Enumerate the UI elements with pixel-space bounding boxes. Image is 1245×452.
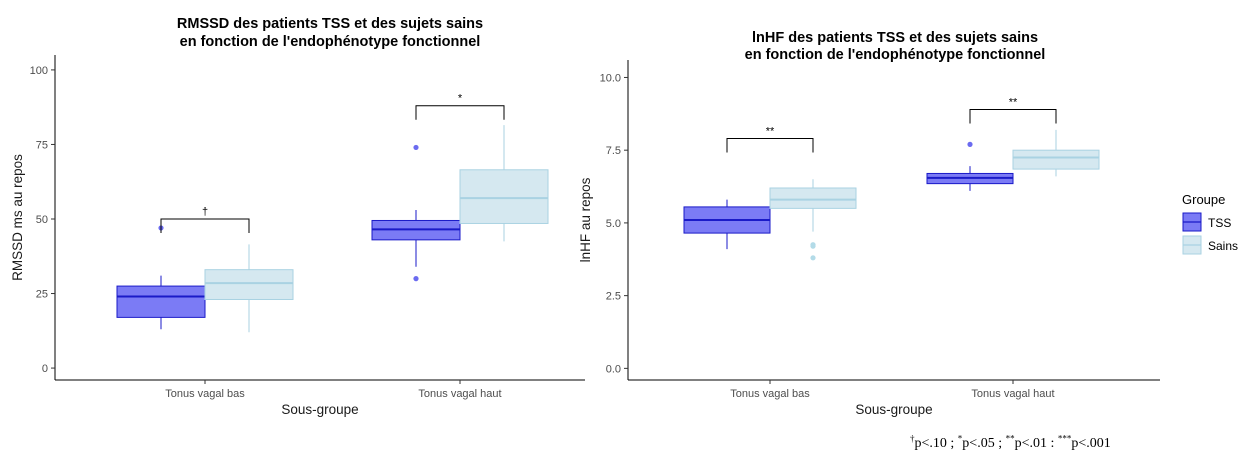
footnote-part: *p<.05 ;: [957, 433, 1006, 451]
box-iqr: [116, 285, 206, 318]
box-iqr: [769, 187, 857, 209]
box-sains: [1012, 129, 1100, 177]
outlier-point: [413, 276, 419, 282]
x-axis-label: Sous-groupe: [281, 402, 358, 417]
chart-title: RMSSD des patients TSS et des sujets sai…: [177, 16, 483, 32]
box-tss: [926, 141, 1014, 191]
significance-label: †: [202, 206, 208, 218]
bracket-line: [726, 138, 814, 153]
outlier-point: [810, 255, 816, 261]
y-tick-label: 10.0: [600, 72, 621, 84]
footnote-part: **p<.01 :: [1005, 433, 1058, 451]
outlier-point: [810, 243, 816, 249]
box-sains: [204, 244, 294, 333]
significance-bracket: **: [726, 126, 814, 153]
legend-label-tss: TSS: [1208, 216, 1231, 230]
y-tick-label: 50: [36, 214, 48, 226]
x-tick-label: Tonus vagal bas: [730, 388, 810, 400]
y-tick-label: 5.0: [606, 218, 621, 230]
y-tick-label: 100: [30, 65, 48, 77]
significance-label: **: [766, 126, 775, 138]
y-tick-label: 25: [36, 289, 48, 301]
footnote-part: †p<.10 ;: [910, 433, 958, 451]
y-tick-label: 75: [36, 139, 48, 151]
x-tick-label: Tonus vagal haut: [418, 388, 501, 400]
y-tick-label: 7.5: [606, 145, 621, 157]
box-sains: [459, 125, 549, 242]
significance-bracket: **: [969, 96, 1057, 124]
significance-bracket: †: [160, 206, 250, 233]
y-axis-label: RMSSD ms au repos: [10, 154, 25, 281]
box-tss: [371, 144, 461, 282]
significance-label: *: [458, 93, 463, 105]
chart-subtitle: en fonction de l'endophénotype fonctionn…: [180, 34, 481, 50]
y-tick-label: 0.0: [606, 363, 621, 375]
box-iqr: [204, 269, 294, 300]
box-iqr: [459, 169, 549, 224]
chart-subtitle: en fonction de l'endophénotype fonctionn…: [745, 47, 1046, 63]
box-iqr: [1012, 149, 1100, 170]
bracket-line: [160, 218, 250, 233]
significance-footnote: †p<.10 ; *p<.05 ; **p<.01 : ***p<.001: [910, 433, 1240, 452]
box-tss: [683, 199, 771, 250]
y-tick-label: 2.5: [606, 291, 621, 303]
panel-lnhf: lnHF des patients TSS et des sujets sain…: [578, 30, 1160, 417]
x-axis-label: Sous-groupe: [855, 402, 932, 417]
chart-title: lnHF des patients TSS et des sujets sain…: [752, 30, 1038, 46]
significance-bracket: *: [415, 93, 505, 120]
panel-rmssd: RMSSD des patients TSS et des sujets sai…: [10, 16, 585, 417]
bracket-line: [969, 108, 1057, 124]
significance-label: **: [1009, 96, 1018, 108]
x-tick-label: Tonus vagal bas: [165, 388, 245, 400]
y-tick-label: 0: [42, 363, 48, 375]
bracket-line: [415, 105, 505, 120]
footnote-part: ***p<.001: [1057, 433, 1111, 451]
legend-item-sains: Sains: [1182, 235, 1238, 255]
box-tss: [116, 225, 206, 330]
box-sains: [769, 179, 857, 261]
legend-label-sains: Sains: [1208, 239, 1238, 253]
legend-title: Groupe: [1182, 192, 1225, 207]
outlier-point: [413, 144, 419, 151]
legend-item-tss: TSS: [1182, 212, 1231, 232]
x-tick-label: Tonus vagal haut: [971, 388, 1054, 400]
outlier-point: [967, 141, 973, 147]
y-axis-label: lnHF au repos: [578, 177, 593, 262]
legend: Groupe TSS Sains: [1182, 192, 1238, 255]
